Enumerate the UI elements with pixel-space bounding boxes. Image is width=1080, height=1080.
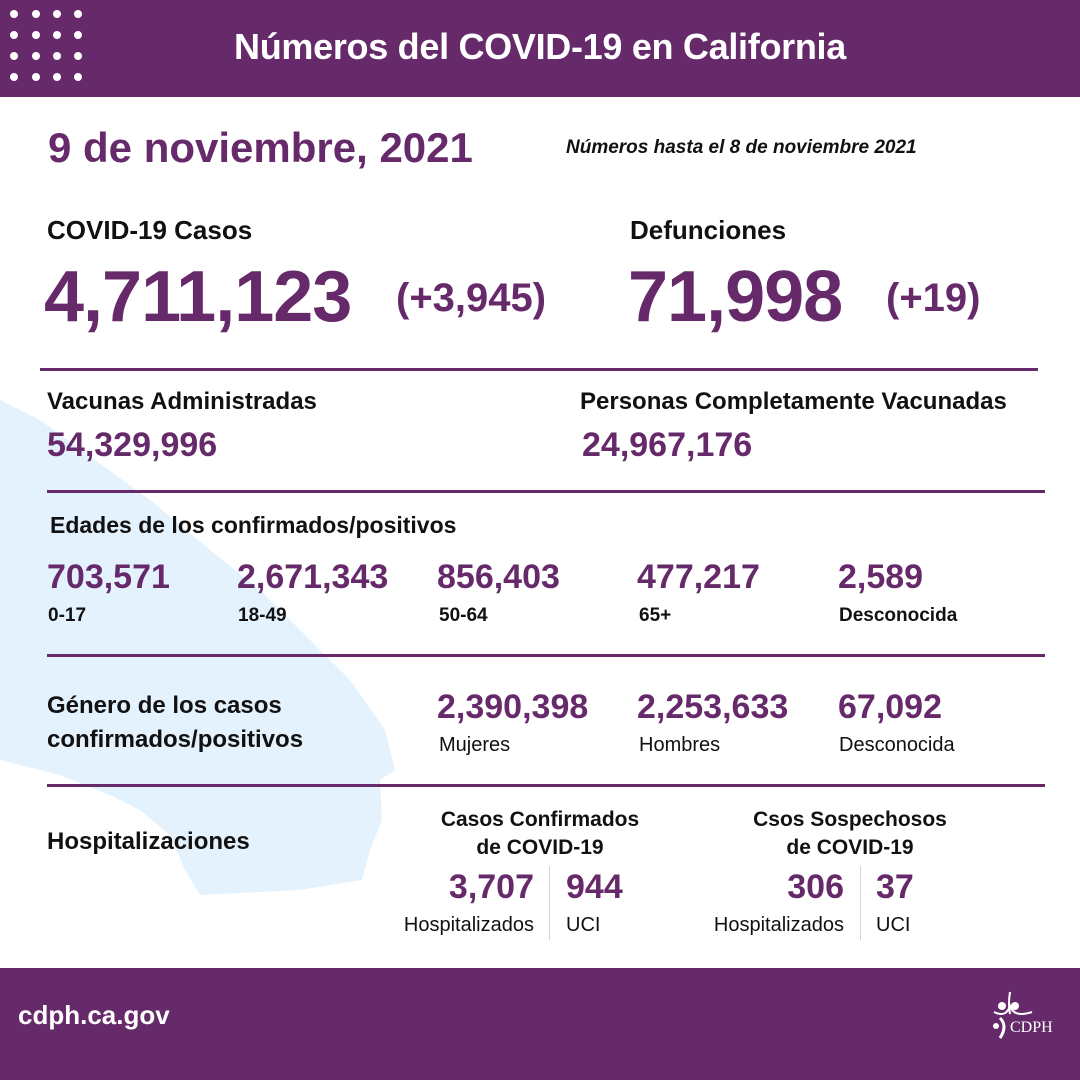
age-label: 50-64 bbox=[439, 605, 488, 626]
age-label: Desconocida bbox=[839, 605, 958, 626]
header-banner: Números del COVID-19 en California bbox=[0, 0, 1080, 97]
svg-text:CDPH: CDPH bbox=[1010, 1019, 1053, 1036]
footer-banner: cdph.ca.gov CDPH bbox=[0, 968, 1080, 1080]
confirmed-hospitalized-label: Hospitalizados bbox=[403, 914, 534, 936]
divider bbox=[40, 368, 1038, 371]
gender-value: 67,092 bbox=[838, 688, 942, 726]
gender-title-line1: Género de los casos bbox=[47, 692, 282, 719]
gender-value: 2,253,633 bbox=[637, 688, 789, 726]
page-title: Números del COVID-19 en California bbox=[234, 26, 846, 67]
gender-value: 2,390,398 bbox=[437, 688, 589, 726]
confirmed-icu-value: 944 bbox=[566, 868, 623, 906]
age-label: 18-49 bbox=[238, 605, 287, 626]
divider bbox=[860, 866, 861, 940]
suspected-hospitalized-label: Hospitalizados bbox=[713, 914, 844, 936]
gender-label: Desconocida bbox=[839, 734, 955, 756]
vaccines-administered-value: 54,329,996 bbox=[47, 426, 218, 464]
cases-change: (+3,945) bbox=[396, 276, 547, 320]
age-label: 65+ bbox=[639, 605, 672, 626]
confirmed-title-line1: Casos Confirmados bbox=[440, 808, 640, 831]
suspected-icu-value: 37 bbox=[876, 868, 914, 906]
age-value: 2,589 bbox=[838, 558, 924, 596]
divider bbox=[47, 784, 1045, 787]
vaccines-administered-label: Vacunas Administradas bbox=[47, 388, 317, 415]
suspected-title-line1: Csos Sospechosos bbox=[753, 808, 947, 831]
hospital-title: Hospitalizaciones bbox=[47, 828, 250, 855]
gender-label: Mujeres bbox=[439, 734, 511, 756]
suspected-title-line2: de COVID-19 bbox=[786, 836, 914, 859]
confirmed-hospitalized-value: 3,707 bbox=[448, 868, 534, 906]
age-value: 856,403 bbox=[437, 558, 560, 596]
divider bbox=[47, 490, 1045, 493]
confirmed-icu-label: UCI bbox=[566, 914, 601, 936]
cdph-logo-icon: CDPH bbox=[993, 991, 1053, 1039]
fully-vaccinated-label: Personas Completamente Vacunadas bbox=[580, 388, 1007, 415]
fully-vaccinated-value: 24,967,176 bbox=[582, 426, 753, 464]
gender-title-line2: confirmados/positivos bbox=[47, 726, 304, 753]
suspected-hospitalized-value: 306 bbox=[787, 868, 844, 906]
gender-label: Hombres bbox=[639, 734, 721, 756]
age-label: 0-17 bbox=[48, 605, 87, 626]
age-value: 477,217 bbox=[637, 558, 760, 596]
cases-label: COVID-19 Casos bbox=[47, 215, 253, 245]
age-value: 703,571 bbox=[47, 558, 170, 596]
age-value: 2,671,343 bbox=[237, 558, 389, 596]
report-date: 9 de noviembre, 2021 bbox=[48, 124, 473, 171]
data-as-of-note: Números hasta el 8 de noviembre 2021 bbox=[566, 137, 917, 158]
deaths-total: 71,998 bbox=[628, 257, 843, 337]
dot-grid-decoration bbox=[8, 8, 88, 88]
cases-total: 4,711,123 bbox=[44, 257, 352, 337]
deaths-label: Defunciones bbox=[630, 215, 787, 245]
confirmed-title-line2: de COVID-19 bbox=[476, 836, 604, 859]
divider bbox=[47, 654, 1045, 657]
california-map-icon bbox=[0, 400, 395, 895]
divider bbox=[549, 866, 550, 940]
deaths-change: (+19) bbox=[886, 276, 981, 320]
website-link[interactable]: cdph.ca.gov bbox=[18, 1000, 170, 1030]
suspected-icu-label: UCI bbox=[876, 914, 911, 936]
ages-title: Edades de los confirmados/positivos bbox=[50, 512, 457, 538]
